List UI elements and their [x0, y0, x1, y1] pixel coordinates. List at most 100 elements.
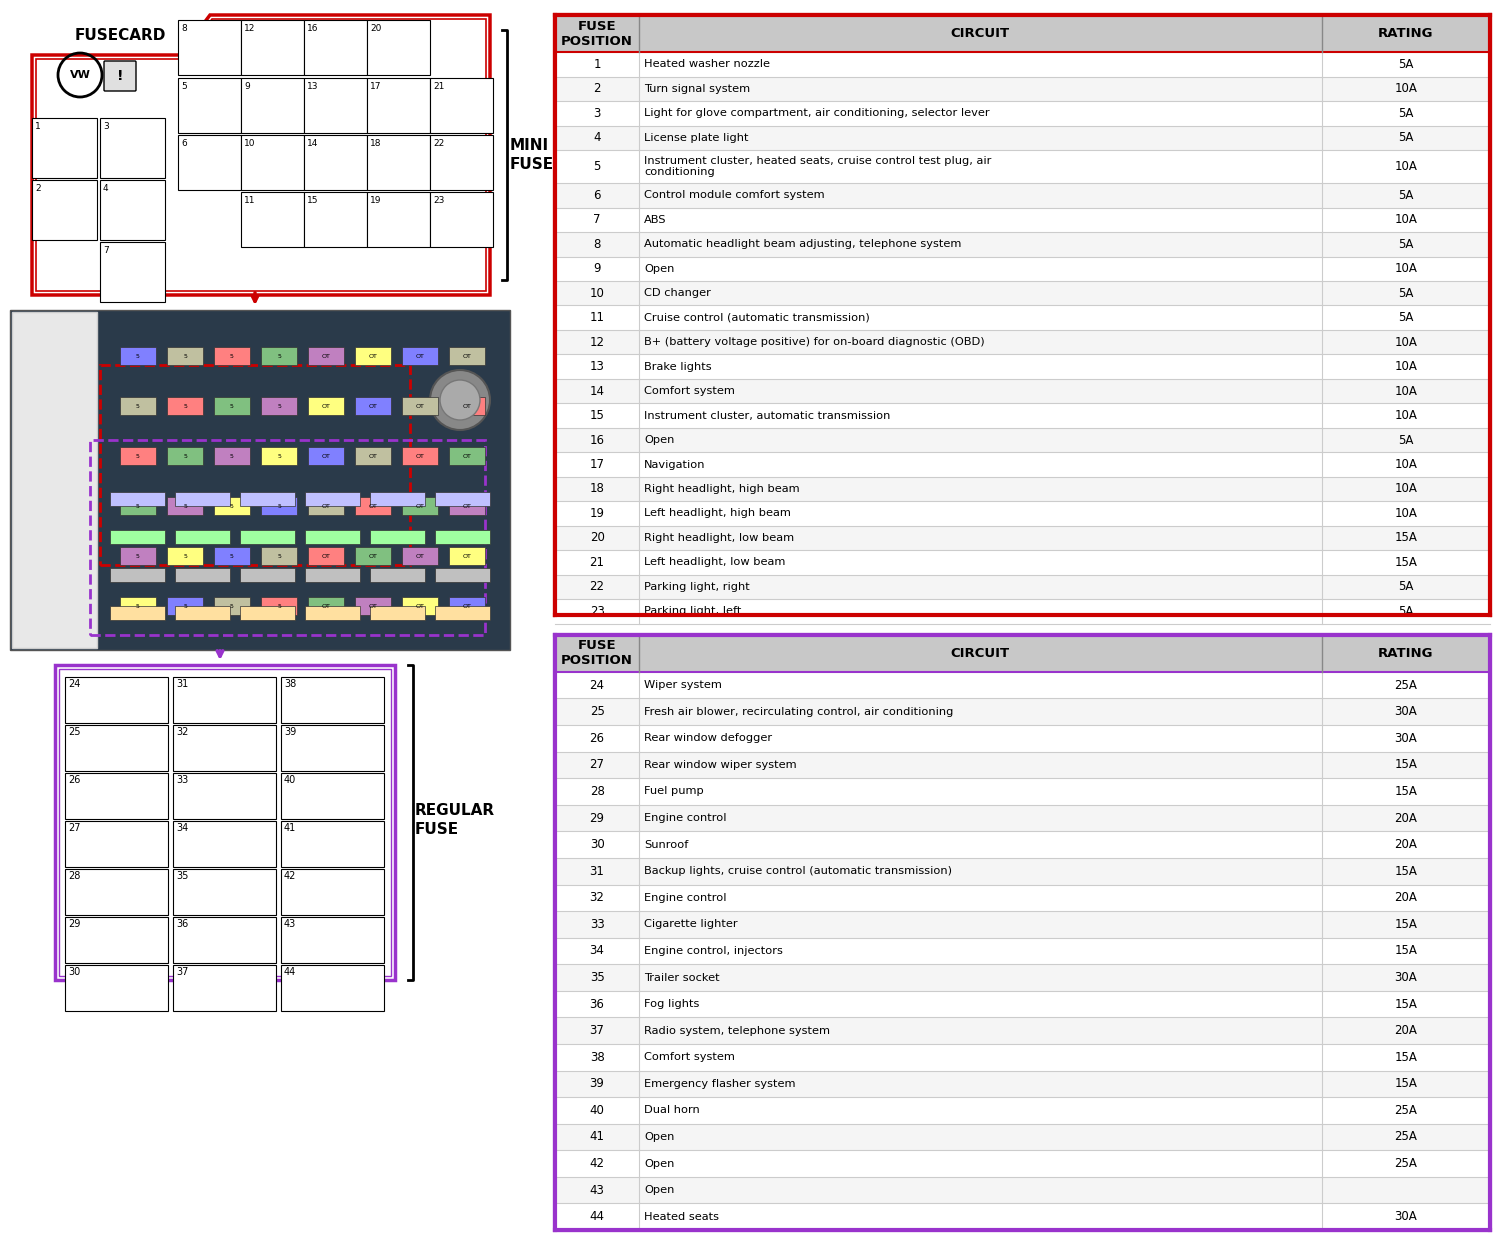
Text: 16: 16	[308, 24, 318, 33]
Text: OT: OT	[369, 603, 378, 609]
Text: Cruise control (automatic transmission): Cruise control (automatic transmission)	[644, 313, 870, 323]
Bar	[555, 526, 1490, 550]
Bar	[90, 439, 484, 635]
Text: 10A: 10A	[1395, 213, 1417, 227]
Bar	[448, 397, 484, 415]
Text: 20: 20	[370, 24, 381, 33]
Bar	[242, 135, 304, 189]
Text: 25A: 25A	[1395, 1158, 1417, 1170]
Text: Engine control, injectors: Engine control, injectors	[644, 946, 783, 956]
Bar	[555, 884, 1490, 911]
Text: 10A: 10A	[1395, 360, 1417, 373]
Text: 30A: 30A	[1395, 971, 1417, 984]
Bar	[448, 347, 484, 365]
Text: 6: 6	[182, 139, 186, 149]
Bar	[280, 964, 384, 1011]
Bar	[448, 447, 484, 465]
Text: 43: 43	[284, 919, 296, 928]
Text: 5: 5	[594, 160, 602, 173]
Bar	[304, 78, 368, 132]
Text: 30A: 30A	[1395, 732, 1417, 745]
Bar	[58, 669, 392, 976]
Text: 35: 35	[176, 872, 189, 881]
Text: 5A: 5A	[1398, 287, 1413, 300]
Text: 5: 5	[136, 603, 140, 609]
Text: Emergency flasher system: Emergency flasher system	[644, 1078, 795, 1089]
Text: License plate light: License plate light	[644, 132, 748, 142]
Bar	[178, 20, 242, 76]
Bar	[555, 183, 1490, 208]
Bar	[56, 665, 394, 980]
Bar	[240, 605, 296, 620]
Bar	[402, 496, 438, 515]
Text: OT: OT	[416, 404, 424, 409]
Bar	[370, 491, 424, 506]
Bar	[555, 779, 1490, 805]
Text: 29: 29	[68, 919, 81, 928]
Bar	[555, 1044, 1490, 1071]
Text: 27: 27	[590, 759, 604, 771]
Bar	[308, 397, 344, 415]
Bar	[172, 677, 276, 723]
Text: OT: OT	[369, 404, 378, 409]
Text: 5A: 5A	[1398, 605, 1413, 618]
Text: 5A: 5A	[1398, 131, 1413, 145]
Bar	[280, 821, 384, 867]
Text: !: !	[117, 69, 123, 83]
Text: 5: 5	[183, 603, 188, 609]
Bar	[555, 1150, 1490, 1177]
Text: Dual horn: Dual horn	[644, 1106, 700, 1115]
Text: OT: OT	[462, 404, 471, 409]
Text: Control module comfort system: Control module comfort system	[644, 191, 825, 201]
Text: OT: OT	[321, 603, 330, 609]
Text: 15A: 15A	[1395, 998, 1417, 1010]
Bar	[172, 821, 276, 867]
Bar	[176, 605, 230, 620]
Text: OT: OT	[462, 553, 471, 558]
Text: 22: 22	[590, 581, 604, 593]
Bar	[555, 150, 1490, 183]
Bar	[32, 180, 98, 240]
Bar	[368, 192, 430, 248]
Text: 20A: 20A	[1395, 1024, 1417, 1037]
Text: 5: 5	[230, 404, 234, 409]
Text: Wiper system: Wiper system	[644, 680, 722, 690]
Text: Open: Open	[644, 1159, 675, 1169]
Text: 1: 1	[594, 58, 602, 71]
Text: OT: OT	[321, 504, 330, 509]
Text: 5A: 5A	[1398, 433, 1413, 447]
Bar	[448, 496, 484, 515]
Bar	[304, 491, 360, 506]
Bar	[308, 597, 344, 615]
Bar	[555, 1097, 1490, 1124]
Bar	[402, 447, 438, 465]
Bar	[166, 496, 202, 515]
Text: Right headlight, high beam: Right headlight, high beam	[644, 484, 800, 494]
Text: 18: 18	[590, 483, 604, 495]
Bar	[356, 397, 392, 415]
Bar	[555, 281, 1490, 306]
Text: 44: 44	[590, 1211, 604, 1223]
Text: OT: OT	[416, 504, 424, 509]
Text: OT: OT	[321, 453, 330, 458]
Bar	[370, 605, 424, 620]
Bar	[64, 821, 168, 867]
Text: 12: 12	[590, 335, 604, 349]
Text: Light for glove compartment, air conditioning, selector lever: Light for glove compartment, air conditi…	[644, 109, 990, 119]
Text: 10A: 10A	[1395, 506, 1417, 520]
Text: 5: 5	[136, 504, 140, 509]
Bar	[430, 135, 494, 189]
Bar	[240, 568, 296, 582]
Text: OT: OT	[321, 553, 330, 558]
Text: Comfort system: Comfort system	[644, 386, 735, 396]
Text: 5: 5	[136, 354, 140, 359]
Bar	[120, 447, 156, 465]
Text: 18: 18	[370, 139, 381, 149]
Text: OT: OT	[369, 553, 378, 558]
Bar	[555, 635, 1490, 672]
Text: 10A: 10A	[1395, 409, 1417, 422]
Text: 24: 24	[68, 678, 81, 690]
Bar	[555, 428, 1490, 452]
Bar	[555, 805, 1490, 832]
Text: 15: 15	[308, 196, 318, 206]
